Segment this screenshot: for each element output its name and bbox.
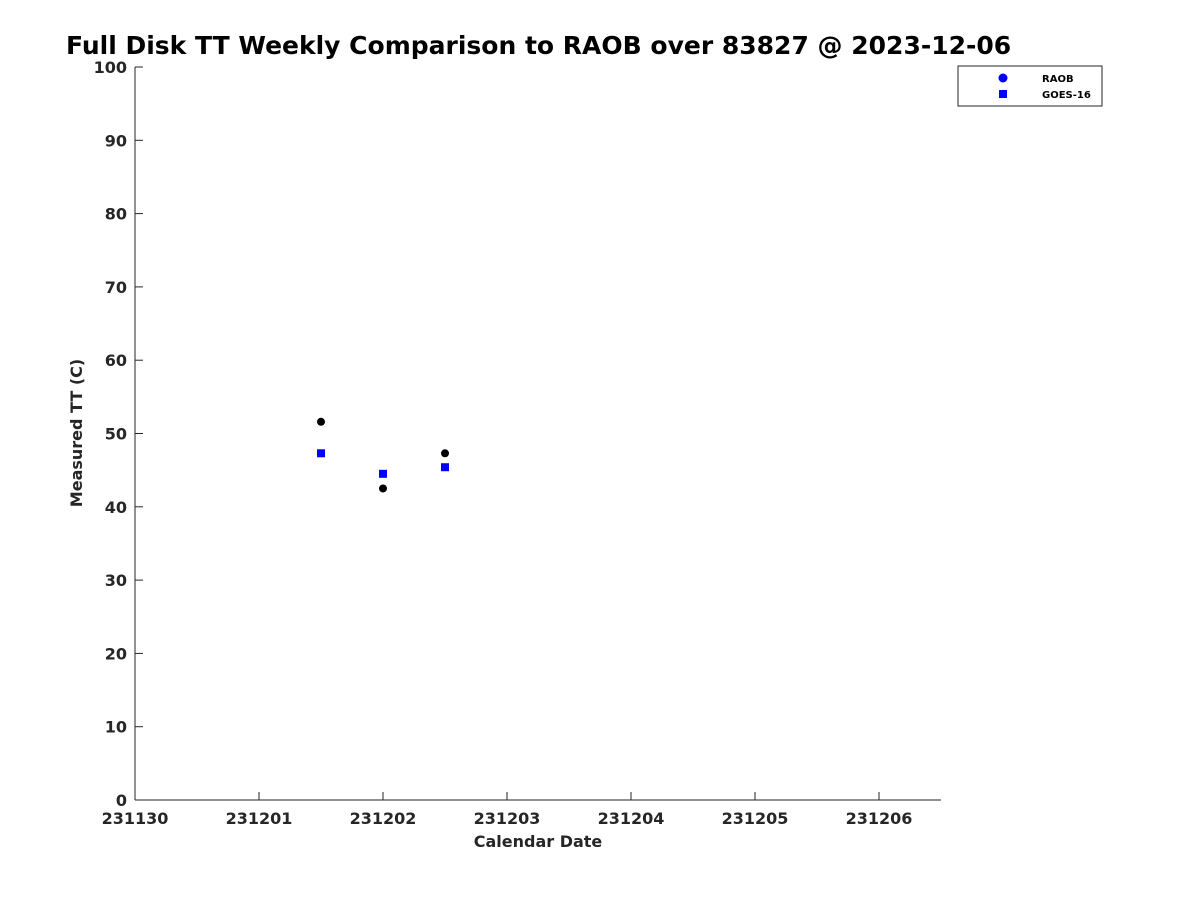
raob-point <box>317 417 325 426</box>
y-tick-label: 90 <box>105 131 127 150</box>
goes16-point <box>441 463 449 472</box>
legend-label: GOES-16 <box>1042 90 1091 101</box>
y-tick-label: 10 <box>105 718 127 737</box>
x-tick-label: 231203 <box>474 809 541 828</box>
y-tick-label: 60 <box>105 351 127 370</box>
y-tick-label: 50 <box>105 425 127 444</box>
axes: 0 10 20 30 40 50 60 70 80 90 100 231130 231201 231202… <box>94 58 941 828</box>
raob-point <box>379 484 387 493</box>
y-tick-label: 0 <box>116 791 127 810</box>
y-axis-label: Measured TT (C) <box>67 359 86 507</box>
data-marks <box>317 417 449 493</box>
y-tick-label: 80 <box>105 205 127 224</box>
legend: RAOB GOES-16 <box>957 65 1103 107</box>
chart-title: Full Disk TT Weekly Comparison to RAOB o… <box>66 31 1011 60</box>
legend-label: RAOB <box>1042 74 1074 85</box>
x-tick-label: 231201 <box>226 809 293 828</box>
x-tick-label: 231206 <box>846 809 913 828</box>
x-axis-label: Calendar Date <box>474 832 603 851</box>
raob-point <box>441 449 449 458</box>
x-tick-label: 231130 <box>102 809 169 828</box>
y-tick-label: 30 <box>105 571 127 590</box>
goes16-point <box>379 469 387 478</box>
x-tick-label: 231205 <box>722 809 789 828</box>
y-tick-label: 40 <box>105 498 127 517</box>
x-tick-label: 231202 <box>350 809 417 828</box>
legend-raob-marker <box>998 73 1008 83</box>
legend-goes16-marker <box>999 90 1007 98</box>
x-tick-label: 231204 <box>598 809 665 828</box>
goes16-point <box>317 449 325 458</box>
y-tick-label: 70 <box>105 278 127 297</box>
legend-box <box>957 65 1103 107</box>
y-tick-label: 100 <box>94 58 127 77</box>
y-tick-label: 20 <box>105 644 127 663</box>
